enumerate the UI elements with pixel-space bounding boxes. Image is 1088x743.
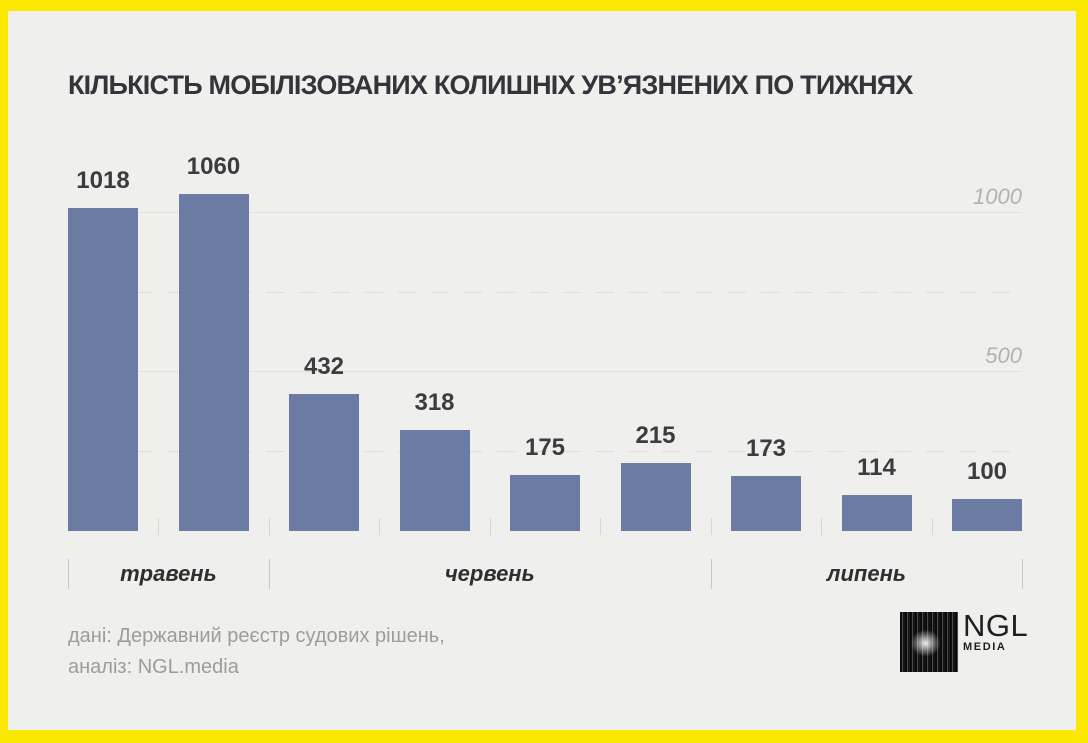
bar	[731, 476, 801, 531]
chart-canvas: КІЛЬКІСТЬ МОБІЛІЗОВАНИХ КОЛИШНІХ УВ’ЯЗНЕ…	[8, 11, 1076, 730]
axis-tick	[268, 518, 270, 535]
axis-tick	[821, 518, 823, 535]
bar	[510, 475, 580, 531]
ngl-logo-text: NGL	[963, 608, 1029, 643]
ngl-logo-icon	[900, 612, 958, 672]
gridline-label: 500	[985, 343, 1022, 369]
month-divider	[68, 559, 69, 589]
bar	[952, 499, 1022, 531]
gridline-label: 1000	[973, 184, 1022, 210]
axis-tick	[158, 518, 160, 535]
bar-value-label: 215	[635, 421, 676, 449]
bar	[841, 494, 912, 531]
source-line-1: дані: Державний реєстр судових рішень,	[68, 625, 445, 647]
axis-tick	[379, 518, 381, 535]
bar	[68, 207, 138, 531]
axis-tick	[489, 518, 491, 535]
month-label: червень	[444, 561, 535, 586]
bar-value-label: 432	[303, 352, 345, 380]
chart-title: КІЛЬКІСТЬ МОБІЛІЗОВАНИХ КОЛИШНІХ УВ’ЯЗНЕ…	[68, 70, 913, 100]
gridline-dashed	[68, 450, 1022, 452]
gridline	[68, 371, 1022, 373]
ngl-logo-sub: MEDIA	[963, 641, 1007, 653]
axis-tick	[600, 518, 602, 535]
ngl-logo-text-block: NGL MEDIA	[963, 610, 1028, 653]
bar-value-label: 173	[745, 435, 787, 463]
bar	[289, 393, 359, 531]
bar-value-label: 114	[857, 453, 896, 481]
source-note: дані: Державний реєстр судових рішень, а…	[68, 621, 445, 683]
month-divider	[710, 559, 712, 589]
axis-tick	[710, 518, 712, 535]
axis-tick	[931, 518, 933, 535]
bar	[178, 194, 249, 531]
source-line-2: аналіз: NGL.media	[68, 656, 239, 678]
bar-chart-plot: 1000 500 1018 1060 432 318 175 215 173 114 100	[68, 155, 1022, 535]
gridline	[68, 212, 1022, 214]
month-label: травень	[120, 561, 217, 586]
bar	[620, 462, 691, 531]
bar	[399, 429, 470, 531]
month-axis: травень червень липень	[68, 558, 1023, 590]
month-divider	[268, 559, 270, 589]
month-label: липень	[826, 561, 906, 586]
month-divider	[1022, 559, 1023, 589]
gridline-dashed	[68, 291, 1022, 293]
bar-value-label: 100	[966, 458, 1008, 486]
bar-value-label: 175	[524, 434, 566, 462]
bar-value-label: 1018	[76, 166, 130, 194]
bar-value-label: 1060	[186, 153, 241, 181]
bar-value-label: 318	[414, 388, 455, 416]
